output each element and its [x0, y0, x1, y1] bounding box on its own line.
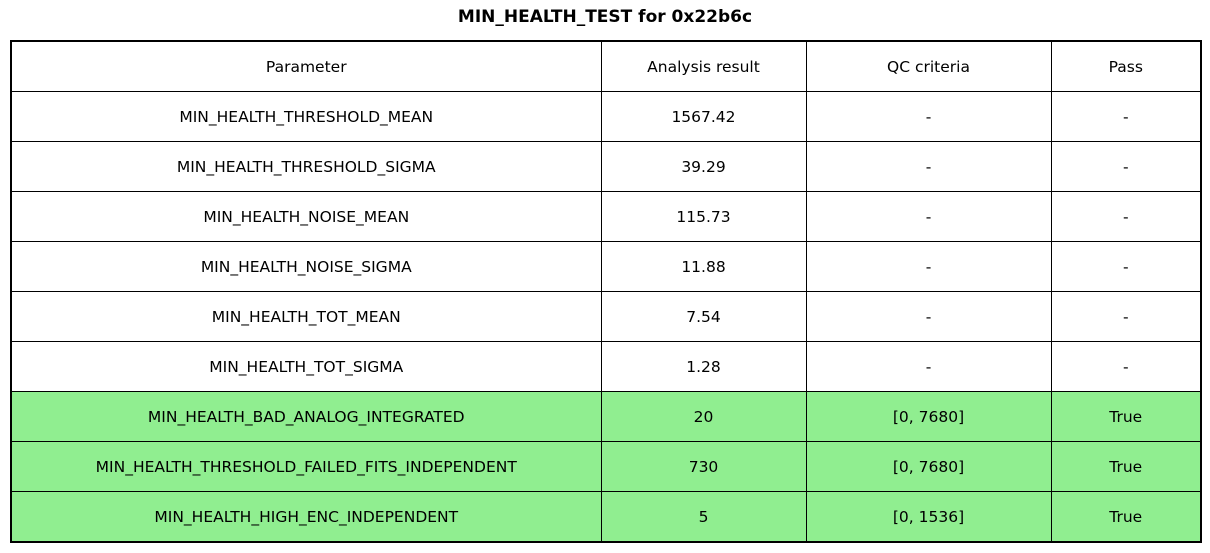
- min-health-test-table: Parameter Analysis result QC criteria Pa…: [10, 40, 1202, 543]
- cell-pass: True: [1050, 391, 1202, 442]
- table-row-passed: MIN_HEALTH_THRESHOLD_FAILED_FITS_INDEPEN…: [10, 441, 1202, 492]
- cell-analysis-result: 7.54: [600, 291, 807, 342]
- cell-parameter: MIN_HEALTH_NOISE_MEAN: [10, 191, 602, 242]
- cell-parameter: MIN_HEALTH_THRESHOLD_SIGMA: [10, 141, 602, 192]
- table-header-row: Parameter Analysis result QC criteria Pa…: [10, 40, 1202, 92]
- table-row-passed: MIN_HEALTH_HIGH_ENC_INDEPENDENT 5 [0, 15…: [10, 491, 1202, 543]
- cell-parameter: MIN_HEALTH_HIGH_ENC_INDEPENDENT: [10, 491, 602, 543]
- table-row: MIN_HEALTH_TOT_SIGMA 1.28 - -: [10, 341, 1202, 392]
- table-row-passed: MIN_HEALTH_BAD_ANALOG_INTEGRATED 20 [0, …: [10, 391, 1202, 442]
- cell-analysis-result: 11.88: [600, 241, 807, 292]
- cell-pass: -: [1050, 341, 1202, 392]
- cell-parameter: MIN_HEALTH_THRESHOLD_FAILED_FITS_INDEPEN…: [10, 441, 602, 492]
- page-title: MIN_HEALTH_TEST for 0x22b6c: [457, 7, 753, 27]
- cell-qc-criteria: [0, 7680]: [805, 391, 1052, 442]
- cell-qc-criteria: -: [805, 91, 1052, 142]
- cell-parameter: MIN_HEALTH_BAD_ANALOG_INTEGRATED: [10, 391, 602, 442]
- cell-qc-criteria: -: [805, 191, 1052, 242]
- cell-parameter: MIN_HEALTH_NOISE_SIGMA: [10, 241, 602, 292]
- cell-analysis-result: 5: [600, 491, 807, 543]
- column-header-analysis-result: Analysis result: [600, 40, 807, 92]
- cell-parameter: MIN_HEALTH_THRESHOLD_MEAN: [10, 91, 602, 142]
- cell-parameter: MIN_HEALTH_TOT_MEAN: [10, 291, 602, 342]
- cell-qc-criteria: -: [805, 291, 1052, 342]
- table-row: MIN_HEALTH_NOISE_SIGMA 11.88 - -: [10, 241, 1202, 292]
- cell-qc-criteria: -: [805, 341, 1052, 392]
- cell-analysis-result: 1.28: [600, 341, 807, 392]
- cell-analysis-result: 115.73: [600, 191, 807, 242]
- table-row: MIN_HEALTH_TOT_MEAN 7.54 - -: [10, 291, 1202, 342]
- cell-qc-criteria: [0, 7680]: [805, 441, 1052, 492]
- cell-pass: -: [1050, 91, 1202, 142]
- cell-qc-criteria: -: [805, 141, 1052, 192]
- cell-pass: True: [1050, 491, 1202, 543]
- cell-pass: -: [1050, 291, 1202, 342]
- cell-analysis-result: 730: [600, 441, 807, 492]
- cell-pass: -: [1050, 191, 1202, 242]
- cell-analysis-result: 39.29: [600, 141, 807, 192]
- column-header-qc-criteria: QC criteria: [805, 40, 1052, 92]
- column-header-parameter: Parameter: [10, 40, 602, 92]
- cell-pass: -: [1050, 141, 1202, 192]
- table-row: MIN_HEALTH_THRESHOLD_MEAN 1567.42 - -: [10, 91, 1202, 142]
- cell-analysis-result: 20: [600, 391, 807, 442]
- cell-pass: True: [1050, 441, 1202, 492]
- cell-qc-criteria: [0, 1536]: [805, 491, 1052, 543]
- column-header-pass: Pass: [1050, 40, 1202, 92]
- cell-analysis-result: 1567.42: [600, 91, 807, 142]
- table-row: MIN_HEALTH_NOISE_MEAN 115.73 - -: [10, 191, 1202, 242]
- cell-parameter: MIN_HEALTH_TOT_SIGMA: [10, 341, 602, 392]
- table-row: MIN_HEALTH_THRESHOLD_SIGMA 39.29 - -: [10, 141, 1202, 192]
- cell-pass: -: [1050, 241, 1202, 292]
- cell-qc-criteria: -: [805, 241, 1052, 292]
